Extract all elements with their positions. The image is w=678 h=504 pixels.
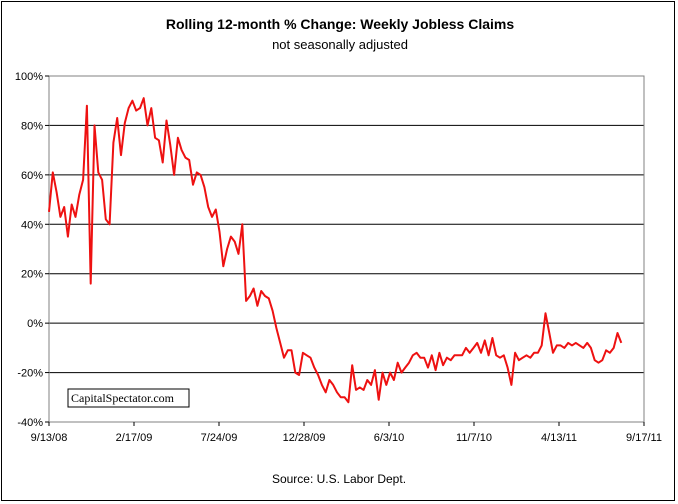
y-tick-label: 80% <box>21 120 43 132</box>
x-tick-label: 7/24/09 <box>201 432 238 444</box>
chart-subtitle: not seasonally adjusted <box>272 37 408 52</box>
x-tick-label: 9/17/11 <box>626 432 662 444</box>
series-line <box>48 97 623 404</box>
x-tick-label: 11/7/10 <box>456 432 492 444</box>
y-axis: 100% 80% 60% 40% 20% 0% -20% -40% <box>15 71 49 429</box>
chart-source: Source: U.S. Labor Dept. <box>272 472 406 486</box>
y-tick-label: -40% <box>17 417 43 429</box>
y-tick-label: 60% <box>21 170 43 182</box>
x-tick-label: 12/28/09 <box>283 432 326 444</box>
x-tick-label: 9/13/08 <box>31 432 68 444</box>
chart-title: Rolling 12-month % Change: Weekly Jobles… <box>166 16 514 32</box>
x-axis: 9/13/08 2/17/09 7/24/09 12/28/09 6/3/10 11/7/… <box>31 422 662 444</box>
y-tick-label: -20% <box>17 368 43 380</box>
y-tick-label: 100% <box>15 71 43 83</box>
y-tick-label: 20% <box>21 269 43 281</box>
gridlines <box>49 124 644 374</box>
x-tick-label: 4/13/11 <box>541 432 577 444</box>
x-tick-label: 6/3/10 <box>374 432 405 444</box>
series-line-layer <box>48 97 623 404</box>
watermark: CapitalSpectator.com <box>67 388 190 408</box>
y-tick-label: 0% <box>27 318 43 330</box>
watermark-box <box>67 388 190 408</box>
y-tick-label: 40% <box>21 219 43 231</box>
x-tick-label: 2/17/09 <box>116 432 153 444</box>
watermark-text: CapitalSpectator.com <box>71 391 175 405</box>
plot-area <box>48 75 645 423</box>
